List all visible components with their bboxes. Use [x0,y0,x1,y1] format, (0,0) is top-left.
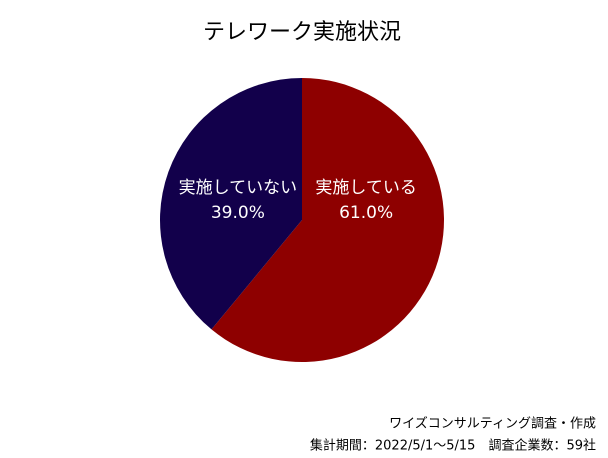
chart-title: テレワーク実施状況 [203,20,401,45]
slice-label: 実施している [315,178,417,198]
pie-slice [211,78,444,363]
period-note: 集計期間：2022/5/1～5/15 調査企業数：59社 [310,438,596,454]
slice-label: 実施していない [179,178,298,198]
slice-value-label: 61.0% [339,203,393,223]
slice-value-label: 39.0% [211,203,265,223]
pie-slice [159,78,302,330]
source-note: ワイズコンサルティング調査・作成 [389,416,596,432]
